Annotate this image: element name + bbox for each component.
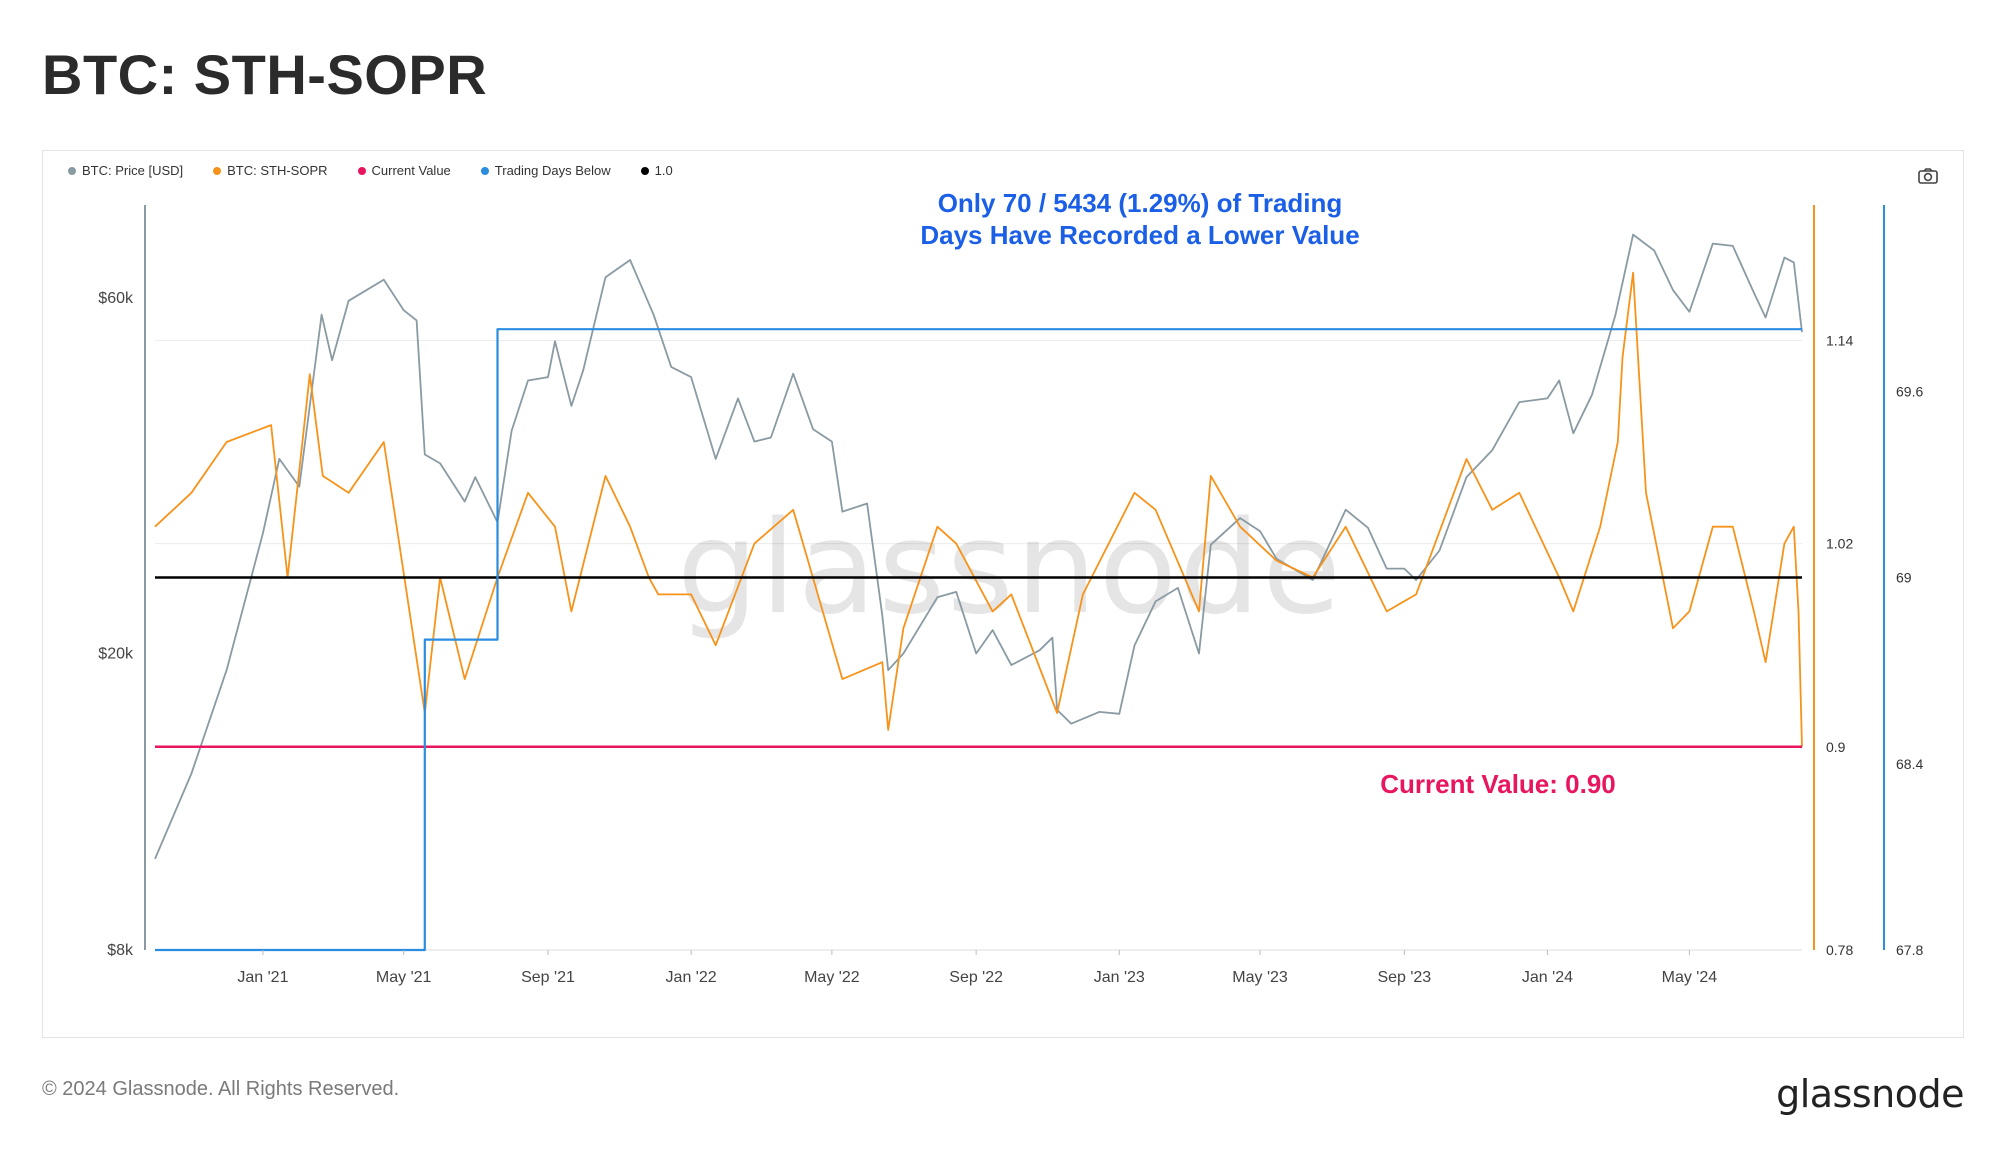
y-days-tick-label: 67.8 [1896, 942, 1923, 958]
trading-days-annotation-line2: Days Have Recorded a Lower Value [920, 220, 1359, 250]
legend-label-price: BTC: Price [USD] [82, 163, 184, 178]
footer-copyright: © 2024 Glassnode. All Rights Reserved. [42, 1078, 400, 1100]
page-title: BTC: STH-SOPR [42, 43, 488, 106]
x-tick-label: May '23 [1232, 969, 1288, 986]
x-tick-label: Sep '21 [521, 969, 575, 986]
legend-marker-trading-days-below [480, 166, 489, 175]
current-value-annotation: Current Value: 0.90 [1380, 769, 1616, 799]
y-sopr-tick-label: 1.14 [1826, 332, 1853, 348]
series-line-trading-days-below [155, 328, 1802, 952]
legend-item-trading-days-below[interactable]: Trading Days Below [480, 163, 611, 178]
legend-label-current-value: Current Value [371, 163, 451, 178]
x-tick-label: May '22 [804, 969, 860, 986]
y-left-tick-label: $8k [107, 942, 134, 959]
legend-marker-one [640, 166, 649, 175]
y-days-tick-label: 69.6 [1896, 383, 1923, 399]
legend-item-price[interactable]: BTC: Price [USD] [68, 163, 183, 178]
y-left-tick-label: $60k [98, 290, 134, 307]
chart-frame [42, 150, 1964, 1038]
axes-layer [144, 205, 1885, 951]
x-tick-label: May '21 [376, 969, 432, 986]
legend-label-sth-sopr: BTC: STH-SOPR [227, 163, 328, 178]
camera-icon[interactable] [1918, 168, 1938, 184]
y-sopr-tick-label: 0.9 [1826, 739, 1846, 755]
trading-days-annotation-line1: Only 70 / 5434 (1.29%) of Trading [938, 188, 1343, 218]
legend-item-one[interactable]: 1.0 [640, 163, 673, 178]
y-days-tick-label: 69 [1896, 570, 1912, 586]
x-tick-label: May '24 [1662, 969, 1718, 986]
legend-marker-price [68, 166, 76, 175]
x-tick-label: Jan '22 [666, 969, 717, 986]
glassnode-logo[interactable]: glassnode [1776, 1072, 1964, 1116]
watermark: glassnode [677, 494, 1343, 643]
chart-legend: BTC: Price [USD] BTC: STH-SOPR Current V… [68, 163, 673, 178]
x-tick-label: Jan '24 [1522, 969, 1573, 986]
y-days-tick-label: 68.4 [1896, 756, 1923, 772]
legend-label-one: 1.0 [654, 163, 673, 178]
x-tick-label: Jan '23 [1094, 969, 1145, 986]
y-sopr-tick-label: 0.78 [1826, 942, 1853, 958]
ticks-layer: Jan '21 May '21 Sep '21 Jan '22 May '22 Sep '… [98, 290, 1923, 986]
legend-item-current-value[interactable]: Current Value [357, 163, 451, 178]
series-layer [154, 233, 1803, 952]
series-line-btc-sth-sopr [154, 271, 1803, 747]
legend-label-trading-days-below: Trading Days Below [494, 163, 611, 178]
grid-layer [155, 339, 1802, 951]
x-tick-label: Sep '23 [1377, 969, 1431, 986]
legend-marker-current-value [357, 166, 366, 175]
x-tick-label: Jan '21 [237, 969, 288, 986]
y-left-tick-label: $20k [98, 646, 134, 663]
x-tick-label: Sep '22 [949, 969, 1003, 986]
legend-marker-sth-sopr [213, 166, 222, 175]
y-sopr-tick-label: 1.02 [1826, 536, 1853, 552]
series-line-btc-price-usd [154, 233, 1803, 860]
legend-item-sth-sopr[interactable]: BTC: STH-SOPR [213, 163, 328, 178]
